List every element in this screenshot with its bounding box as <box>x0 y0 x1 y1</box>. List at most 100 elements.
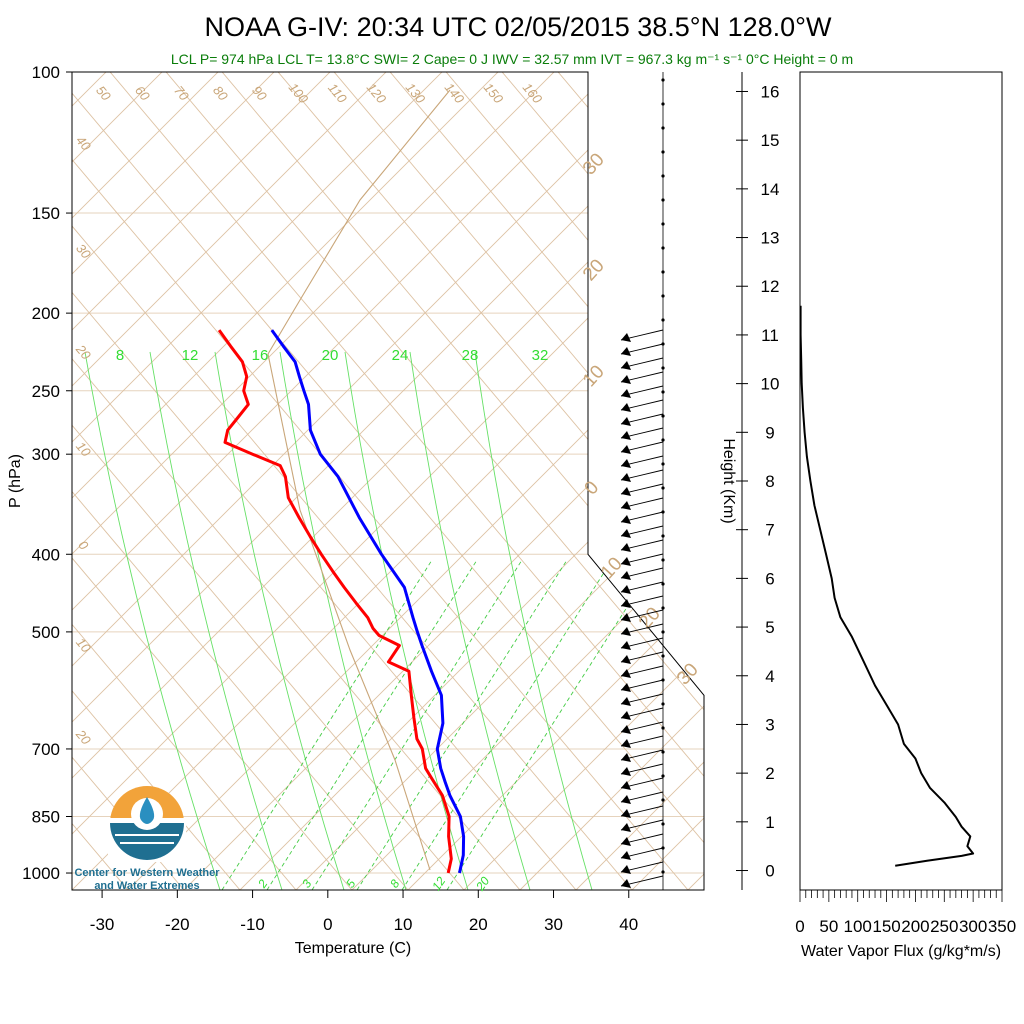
isotherm-line <box>127 72 704 890</box>
barb-station-dot <box>661 462 665 466</box>
isotherm-line <box>351 72 704 890</box>
wind-barb-flag <box>621 487 631 496</box>
pressure-tick-label: 700 <box>32 740 60 759</box>
barb-station-dot <box>661 558 665 562</box>
wind-barb-flag <box>621 683 631 692</box>
wind-barb-flag <box>621 865 631 874</box>
temperature-tick-label: 40 <box>619 915 638 934</box>
wind-barb-flag <box>621 431 631 440</box>
height-tick-label: 12 <box>761 277 780 296</box>
parcel-upper-line <box>267 89 451 355</box>
adiabat-line <box>547 72 704 890</box>
height-tick-label: 9 <box>765 423 774 442</box>
mixing-ratio-line <box>446 559 658 890</box>
isotherm-right-label: 30 <box>673 659 703 689</box>
isotherm-right-label: 10 <box>597 553 627 583</box>
barb-station-dot <box>661 606 665 610</box>
wind-barb-flag <box>621 459 631 468</box>
adiabat-line <box>72 72 241 890</box>
wind-barb-flag <box>621 851 631 860</box>
theta-label: 80 <box>210 83 231 104</box>
logo-text-line2: and Water Extremes <box>94 880 199 892</box>
adiabat-line <box>491 72 704 890</box>
moist-adiabat-label: 8 <box>116 347 124 364</box>
pressure-tick-label: 400 <box>32 545 60 564</box>
isotherm-line <box>72 72 567 890</box>
wind-barb-column <box>620 72 665 890</box>
skewt-xaxis-title: Temperature (C) <box>295 940 411 957</box>
adiabat-line <box>72 72 704 890</box>
theta-label: 50 <box>93 83 114 104</box>
height-tick-label: 15 <box>761 131 780 150</box>
theta-label: 140 <box>442 80 468 107</box>
barb-station-dot <box>661 126 665 130</box>
isotherm-line <box>912 60 1024 890</box>
barb-station-dot <box>661 822 665 826</box>
mixing-ratio-label: 8 <box>387 877 402 891</box>
isotherm-line <box>407 72 704 890</box>
isotherm-line <box>72 72 511 890</box>
wind-barb-flag <box>621 809 631 818</box>
barb-station-dot <box>661 150 665 154</box>
height-tick-label: 7 <box>765 521 774 540</box>
temperature-tick-label: -20 <box>165 915 190 934</box>
wind-barb-flag <box>621 795 631 804</box>
isotherm-line <box>295 72 704 890</box>
barb-station-dot <box>661 390 665 394</box>
theta-label: 150 <box>481 80 507 107</box>
adiabat-line <box>72 72 297 890</box>
pressure-tick-label: 150 <box>32 204 60 223</box>
wind-barb-flag <box>621 473 631 482</box>
barb-station-dot <box>661 270 665 274</box>
flux-tick-label: 300 <box>959 917 987 936</box>
flux-yaxis-title: Height (Km) <box>720 438 737 523</box>
flux-tick-label: 50 <box>819 917 838 936</box>
isotherm-line <box>183 72 704 890</box>
moist-adiabat-label: 16 <box>252 347 269 364</box>
wind-barb-flag <box>621 753 631 762</box>
wind-barb-flag <box>621 725 631 734</box>
mixing-ratio-line <box>311 559 523 890</box>
barb-station-dot <box>661 654 665 658</box>
barb-station-dot <box>661 774 665 778</box>
wind-barb-flag <box>621 711 631 720</box>
wind-barb-flag <box>621 333 631 342</box>
adiabat-line <box>940 60 1024 890</box>
barb-station-dot <box>661 198 665 202</box>
mixing-ratio-line <box>401 559 613 890</box>
height-tick-label: 8 <box>765 472 774 491</box>
height-tick-label: 11 <box>761 326 779 345</box>
wind-barb-flag <box>621 403 631 412</box>
wind-barb-flag <box>621 599 631 608</box>
flux-tick-label: 350 <box>988 917 1016 936</box>
theta-label: 90 <box>249 83 270 104</box>
isotherm-edge-label: 10 <box>73 439 94 460</box>
moist-adiabat-line <box>474 351 593 890</box>
isotherm-line <box>72 72 704 890</box>
isotherm-line <box>856 60 1024 890</box>
adiabat-line <box>884 60 1024 890</box>
isotherm-right-label: 10 <box>579 361 609 391</box>
logo-water-icon <box>110 823 184 860</box>
barb-station-dot <box>661 294 665 298</box>
theta-label: 130 <box>403 80 429 107</box>
isotherm-line <box>968 60 1024 890</box>
chart-title: NOAA G-IV: 20:34 UTC 02/05/2015 38.5°N 1… <box>205 12 832 42</box>
isotherm-edge-label: 0 <box>75 538 92 554</box>
wind-barb-flag <box>621 417 631 426</box>
barb-station-dot <box>661 630 665 634</box>
mixing-ratio-line <box>221 559 433 890</box>
isotherm-line <box>463 72 704 890</box>
wind-barb-flag <box>621 823 631 832</box>
height-tick-label: 6 <box>765 569 774 588</box>
skewt-background-lines <box>72 60 1024 890</box>
adiabat-line <box>72 72 185 890</box>
adiabat-line <box>435 72 704 890</box>
raindrop-icon <box>139 797 155 824</box>
wind-barb-flag <box>621 571 631 580</box>
moist-adiabat-line <box>214 351 345 890</box>
wind-barb-flag <box>621 585 631 594</box>
isotherm-line <box>744 60 1024 890</box>
